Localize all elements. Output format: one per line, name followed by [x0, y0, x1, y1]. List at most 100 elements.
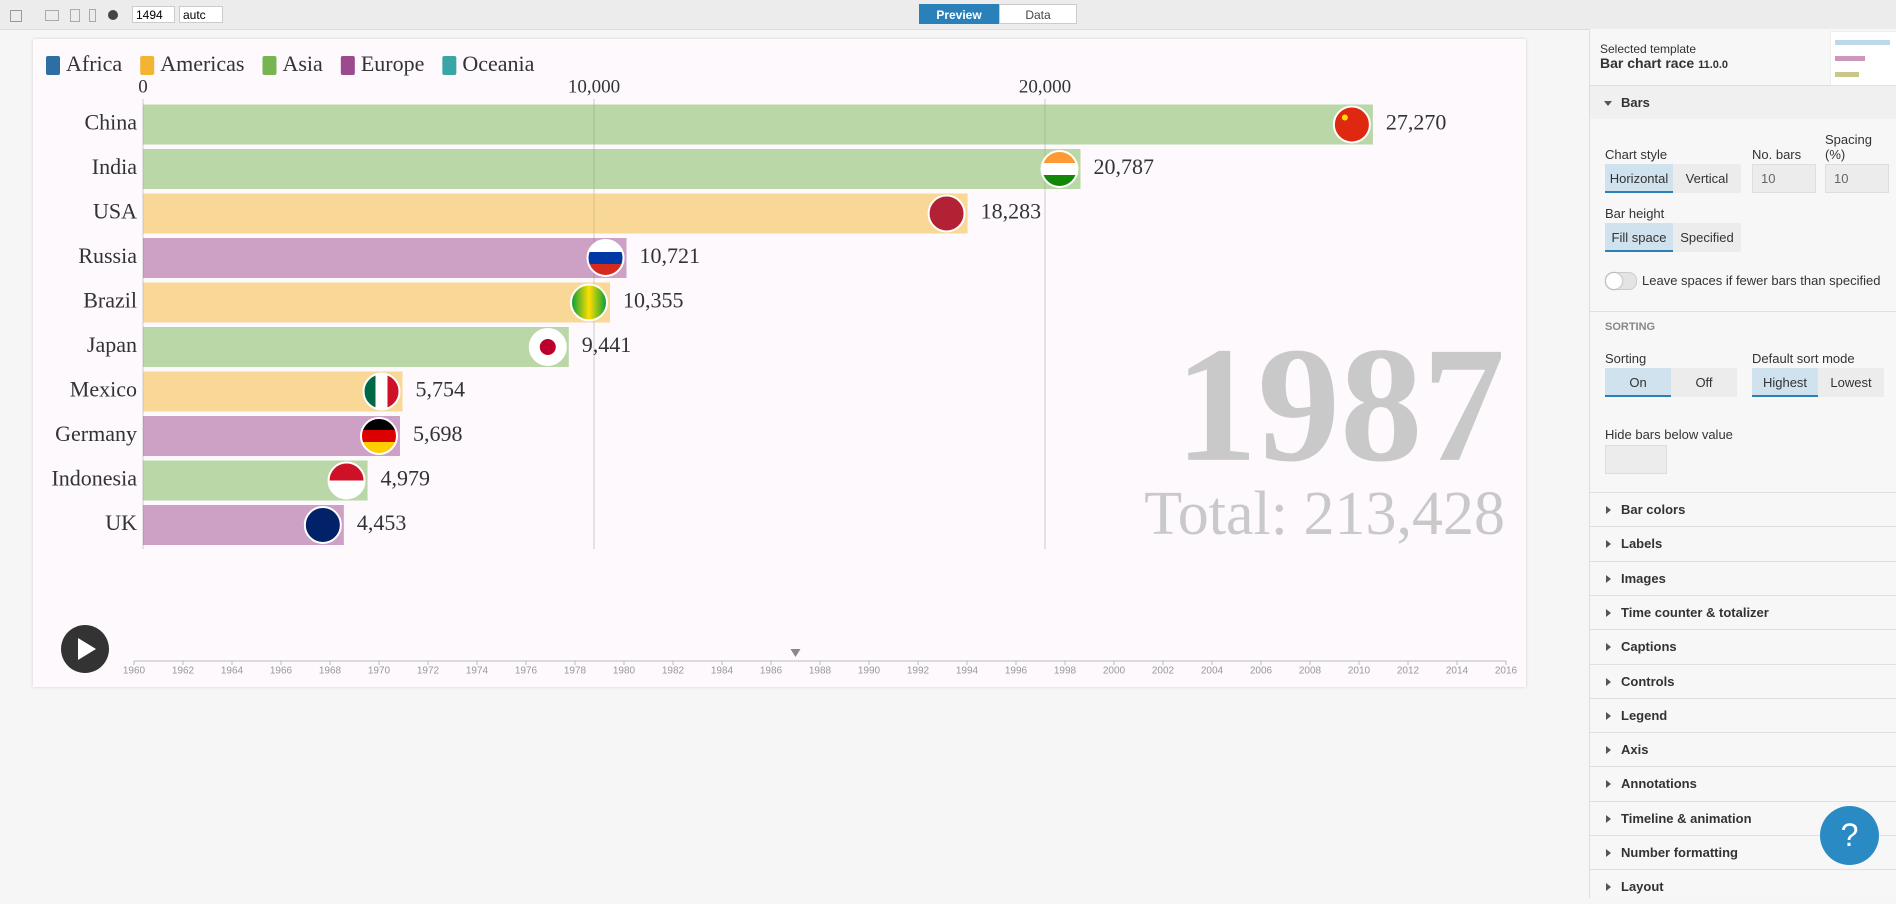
value-label: 4,979 — [381, 466, 431, 491]
legend-swatch — [140, 56, 155, 75]
x-tick-label: 10,000 — [568, 76, 620, 97]
section-header[interactable]: Time counter & totalizer — [1590, 594, 1896, 629]
timeline-label: 1966 — [270, 666, 293, 677]
data-tab[interactable]: Data — [999, 4, 1077, 24]
option-button[interactable]: Lowest — [1818, 368, 1884, 397]
section-header[interactable]: Bar colors — [1590, 492, 1896, 526]
x-tick-label: 0 — [138, 76, 148, 97]
timeline-marker[interactable] — [790, 649, 801, 657]
section-title: Legend — [1621, 707, 1668, 723]
flag-image — [1040, 150, 1079, 188]
phone-icon[interactable] — [89, 9, 96, 22]
section-header[interactable]: Images — [1590, 560, 1896, 595]
option-button[interactable]: Specified — [1673, 223, 1741, 252]
timeline-label: 2000 — [1103, 666, 1126, 677]
timeline-label: 1986 — [760, 666, 783, 677]
option-button[interactable]: Vertical — [1673, 164, 1741, 193]
section-header[interactable]: Controls — [1590, 663, 1896, 698]
field-label: Sorting — [1605, 351, 1647, 366]
category-label: Indonesia — [51, 466, 137, 491]
timeline-label: 2002 — [1152, 666, 1175, 677]
timeline-label: 2010 — [1348, 666, 1371, 677]
field-label: Hide bars below value — [1605, 427, 1733, 442]
flag-image — [303, 506, 342, 544]
category-label: Japan — [87, 332, 137, 357]
timeline-label: 1998 — [1054, 666, 1077, 677]
timeline-label: 1964 — [221, 666, 244, 677]
bar — [143, 416, 400, 456]
option-button[interactable]: On — [1605, 368, 1671, 397]
toggle[interactable] — [1605, 272, 1637, 290]
width-input[interactable]: 1494 — [132, 6, 175, 23]
section-header[interactable]: Captions — [1590, 629, 1896, 663]
timeline-label: 1972 — [417, 666, 440, 677]
value-label: 27,270 — [1386, 110, 1447, 135]
timeline-label: 1978 — [564, 666, 587, 677]
section-title: Timeline & animation — [1621, 810, 1752, 826]
timeline-label: 1962 — [172, 666, 195, 677]
value-label: 20,787 — [1093, 154, 1154, 179]
section-header[interactable]: Axis — [1590, 732, 1896, 766]
section-header[interactable]: Number formatting — [1590, 835, 1896, 869]
settings-icon[interactable] — [108, 10, 118, 20]
chart: 1987 Total: 213,428 Africa Americas Asia Eu… — [46, 51, 1518, 677]
timeline-label: 2006 — [1250, 666, 1273, 677]
timeline-label: 2004 — [1201, 666, 1224, 677]
section-header[interactable]: Annotations — [1590, 766, 1896, 800]
value-label: 10,355 — [623, 288, 684, 313]
value-label: 9,441 — [582, 332, 632, 357]
section-header[interactable]: Labels — [1590, 526, 1896, 560]
template-thumbnail — [1830, 31, 1896, 87]
option-button[interactable]: Horizontal — [1605, 164, 1673, 193]
section-title: Layout — [1621, 879, 1664, 895]
value-label: 5,698 — [413, 421, 463, 446]
section-header[interactable]: Layout — [1590, 869, 1896, 903]
preview-tab[interactable]: Preview — [919, 4, 999, 24]
flag-image — [327, 461, 366, 500]
bar — [143, 327, 569, 367]
flag-image — [927, 194, 966, 233]
timeline-label: 1970 — [368, 666, 391, 677]
option-button[interactable]: Off — [1671, 368, 1737, 397]
desktop-icon[interactable] — [45, 10, 59, 21]
category-label: USA — [93, 199, 137, 224]
section-title: Bars — [1621, 95, 1650, 110]
section-header[interactable]: Timeline & animation — [1590, 800, 1896, 835]
legend-label: Asia — [282, 51, 323, 76]
section-header[interactable]: Bars — [1590, 85, 1896, 119]
x-tick-label: 20,000 — [1019, 76, 1071, 97]
timeline-label: 2014 — [1446, 666, 1469, 677]
timeline-label: 1960 — [123, 666, 146, 677]
flag-image — [570, 283, 609, 322]
expand-icon[interactable] — [10, 10, 22, 22]
option-button[interactable]: Fill space — [1605, 223, 1673, 252]
timeline-label: 1984 — [711, 666, 734, 677]
section-title: Bar colors — [1621, 502, 1686, 517]
totalizer: Total: 213,428 — [1144, 480, 1505, 548]
number-input[interactable]: 10 — [1825, 164, 1889, 193]
height-input[interactable]: autc — [179, 6, 223, 23]
section-title: Controls — [1621, 673, 1675, 689]
template-label: Selected template — [1600, 42, 1697, 56]
legend-label: Oceania — [462, 51, 534, 76]
section-title: Annotations — [1621, 776, 1697, 792]
bar — [143, 282, 611, 323]
category-label: China — [84, 110, 137, 135]
tablet-icon[interactable] — [70, 9, 80, 22]
section-header[interactable]: Legend — [1590, 697, 1896, 732]
field-label: Default sort mode — [1752, 351, 1855, 366]
option-button[interactable]: Highest — [1752, 368, 1818, 397]
timeline-label: 1988 — [809, 666, 832, 677]
help-button[interactable]: ? — [1820, 806, 1879, 865]
timeline-label: 1994 — [956, 666, 979, 677]
legend-swatch — [442, 56, 457, 75]
value-label: 5,754 — [416, 377, 466, 402]
template-name: Bar chart race — [1600, 55, 1695, 71]
timeline-label: 1968 — [319, 666, 342, 677]
legend-label: Africa — [66, 51, 122, 76]
category-label: Germany — [55, 421, 137, 446]
number-input[interactable] — [1605, 445, 1667, 474]
template-version: 11.0.0 — [1698, 59, 1729, 71]
number-input[interactable]: 10 — [1752, 164, 1816, 193]
